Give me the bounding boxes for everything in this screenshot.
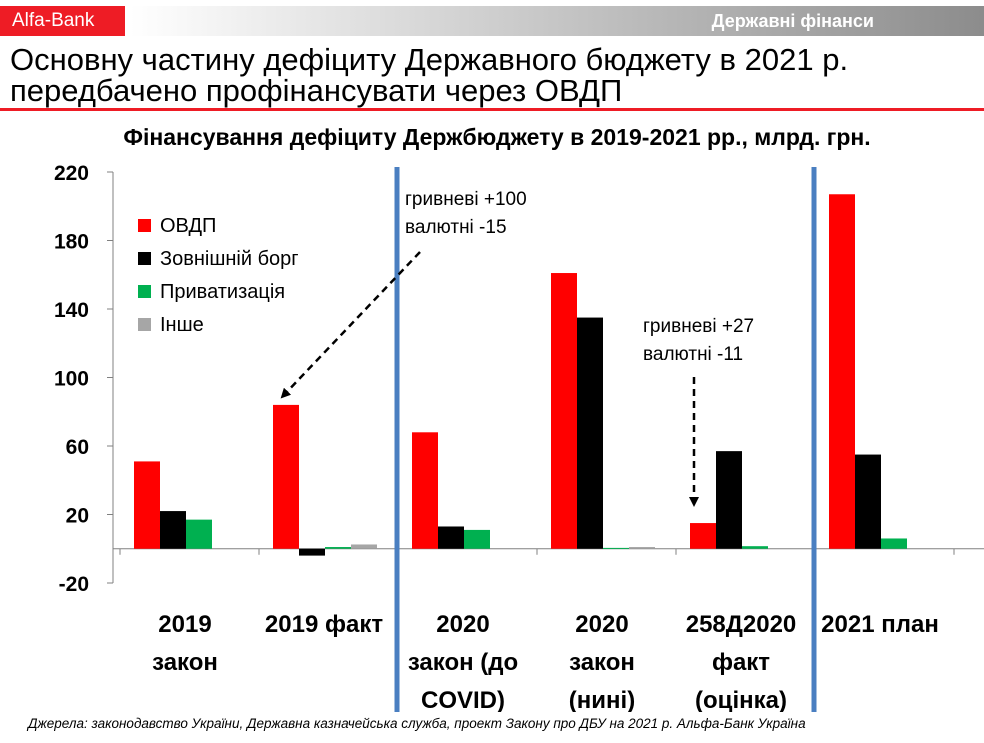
bar-1-2 (273, 404, 299, 549)
x-tick-label: 258Д2020 (686, 611, 797, 638)
legend-swatch (138, 252, 151, 265)
y-tick-label: 100 (54, 368, 89, 391)
annotation-text: гривневі +27 (643, 316, 754, 337)
x-axis-labels: 2019 закон 2019 факт 2020 закон (до COVID) 202… (152, 611, 939, 712)
x-tick-label: COVID) (421, 687, 505, 712)
bar-3-6 (881, 538, 907, 549)
legend-label: Зовнішній борг (160, 248, 299, 270)
legend-label: Інше (160, 314, 204, 336)
x-tick-label: 2020 (575, 611, 628, 638)
legend-swatch (138, 219, 151, 232)
bar-2-1 (160, 511, 186, 549)
annotation-text: гривневі +100 (405, 189, 527, 210)
x-tick-label: (оцінка) (695, 687, 787, 712)
source-note: Джерела: законодавство України, Державна… (28, 716, 806, 731)
legend-label: ОВДП (160, 215, 216, 237)
bar-2-3 (438, 526, 464, 549)
bar-3-1 (186, 519, 212, 549)
bar-2-4 (577, 317, 603, 549)
title-underline (0, 108, 984, 111)
section-bar: Державні фінанси (130, 6, 984, 36)
y-tick-label: 180 (54, 231, 89, 254)
bar-1-1 (134, 461, 160, 549)
y-tick-label: 140 (54, 299, 89, 322)
legend-swatch (138, 285, 151, 298)
legend-swatch (138, 318, 151, 331)
bar-2-2 (299, 548, 325, 556)
top-bar: Alfa-Bank Державні фінанси (0, 0, 984, 40)
y-tick-label: 20 (66, 505, 89, 528)
x-tick-label: факт (712, 649, 770, 676)
bar-3-5 (742, 546, 768, 549)
x-tick-label: закон (569, 649, 635, 676)
y-tick-label: -20 (59, 573, 89, 596)
bar-2-5 (716, 451, 742, 549)
brand-logo: Alfa-Bank (0, 6, 125, 36)
y-tick-label: 220 (54, 162, 89, 185)
bar-1-6 (829, 194, 855, 549)
dividers-group (394, 167, 817, 712)
x-tick-label: (нині) (569, 687, 635, 712)
page-title: Основну частину дефіциту Державного бюдж… (10, 44, 980, 106)
bar-3-3 (464, 529, 490, 549)
x-tick-label: 2019 факт (265, 611, 383, 638)
annotations: гривневі +100 валютні -15 гривневі +27 валю… (280, 189, 754, 507)
bars-group (134, 194, 907, 556)
x-tick-label: 2019 (158, 611, 211, 638)
y-tick-label: 60 (66, 436, 89, 459)
legend-label: Приватизація (160, 281, 285, 303)
x-tick-label: 2020 (436, 611, 489, 638)
bar-1-5 (690, 523, 716, 549)
x-tick-label: закон (152, 649, 218, 676)
annotation-arrow (280, 251, 421, 399)
bar-3-2 (325, 547, 351, 549)
bar-1-3 (412, 432, 438, 549)
x-tick-label: 2021 план (821, 611, 939, 638)
chart-title: Фінансування дефіциту Держбюджету в 2019… (123, 124, 870, 150)
bar-4-4 (629, 547, 655, 549)
page-title-line-2: передбачено профінансувати через ОВДП (10, 73, 623, 108)
bar-1-4 (551, 273, 577, 549)
bar-3-4 (603, 547, 629, 549)
page-title-line-1: Основну частину дефіциту Державного бюдж… (10, 42, 849, 77)
bar-4-2 (351, 544, 377, 549)
legend: ОВДП Зовнішній борг Приватизація Інше (138, 215, 299, 336)
x-tick-label: закон (до (408, 649, 518, 676)
deficit-financing-chart: Фінансування дефіциту Держбюджету в 2019… (54, 124, 984, 712)
annotation-text: валютні -15 (405, 217, 507, 238)
annotation-text: валютні -11 (643, 344, 743, 365)
bar-2-6 (855, 454, 881, 549)
section-label: Державні фінанси (711, 11, 874, 31)
